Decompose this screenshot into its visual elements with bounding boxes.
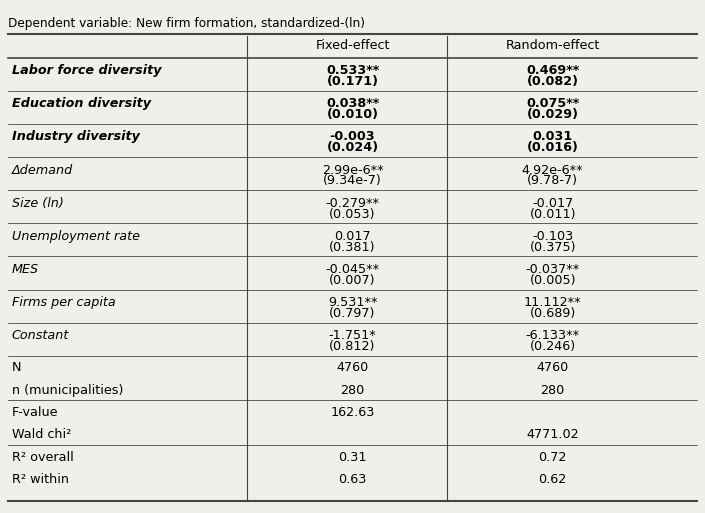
Text: 0.31: 0.31 — [338, 451, 367, 464]
Text: (0.029): (0.029) — [527, 108, 579, 121]
Text: 0.72: 0.72 — [539, 451, 567, 464]
Text: (0.797): (0.797) — [329, 307, 376, 320]
Text: -1.751*: -1.751* — [329, 329, 376, 343]
Text: -0.017: -0.017 — [532, 197, 573, 210]
Text: Firms per capita: Firms per capita — [12, 297, 116, 309]
Text: Dependent variable: New firm formation, standardized-(ln): Dependent variable: New firm formation, … — [8, 17, 365, 30]
Text: 0.62: 0.62 — [539, 473, 567, 486]
Text: MES: MES — [12, 263, 39, 276]
Text: (0.246): (0.246) — [529, 340, 576, 353]
Text: -0.103: -0.103 — [532, 230, 573, 243]
Text: Labor force diversity: Labor force diversity — [12, 64, 161, 77]
Text: 280: 280 — [541, 384, 565, 397]
Text: (0.812): (0.812) — [329, 340, 376, 353]
Text: -0.037**: -0.037** — [525, 263, 580, 276]
Text: (0.010): (0.010) — [326, 108, 379, 121]
Text: -0.279**: -0.279** — [326, 197, 379, 210]
Text: -0.045**: -0.045** — [326, 263, 379, 276]
Text: -6.133**: -6.133** — [525, 329, 580, 343]
Text: 0.533**: 0.533** — [326, 64, 379, 77]
Text: 0.075**: 0.075** — [526, 97, 580, 110]
Text: n (municipalities): n (municipalities) — [12, 384, 123, 397]
Text: 4771.02: 4771.02 — [527, 428, 579, 442]
Text: Wald chi²: Wald chi² — [12, 428, 71, 442]
Text: Size (ln): Size (ln) — [12, 197, 63, 210]
Text: 162.63: 162.63 — [331, 406, 374, 419]
Text: 0.63: 0.63 — [338, 473, 367, 486]
Text: (0.082): (0.082) — [527, 75, 579, 88]
Text: 0.038**: 0.038** — [326, 97, 379, 110]
Text: (0.689): (0.689) — [529, 307, 576, 320]
Text: 9.531**: 9.531** — [328, 297, 377, 309]
Text: (0.375): (0.375) — [529, 241, 576, 254]
Text: 4.92e-6**: 4.92e-6** — [522, 164, 584, 176]
Text: (0.053): (0.053) — [329, 208, 376, 221]
Text: (9.78-7): (9.78-7) — [527, 174, 578, 187]
Text: (0.171): (0.171) — [326, 75, 379, 88]
Text: (0.016): (0.016) — [527, 141, 579, 154]
Text: 11.112**: 11.112** — [524, 297, 582, 309]
Text: Education diversity: Education diversity — [12, 97, 151, 110]
Text: 2.99e-6**: 2.99e-6** — [321, 164, 384, 176]
Text: N: N — [12, 361, 21, 374]
Text: R² overall: R² overall — [12, 451, 73, 464]
Text: 280: 280 — [341, 384, 364, 397]
Text: F-value: F-value — [12, 406, 59, 419]
Text: (0.024): (0.024) — [326, 141, 379, 154]
Text: 0.469**: 0.469** — [526, 64, 580, 77]
Text: Random-effect: Random-effect — [505, 38, 600, 52]
Text: (0.007): (0.007) — [329, 274, 376, 287]
Text: (0.381): (0.381) — [329, 241, 376, 254]
Text: -0.003: -0.003 — [330, 130, 375, 144]
Text: Δdemand: Δdemand — [12, 164, 73, 176]
Text: Industry diversity: Industry diversity — [12, 130, 140, 144]
Text: (0.005): (0.005) — [529, 274, 576, 287]
Text: Constant: Constant — [12, 329, 69, 343]
Text: (0.011): (0.011) — [529, 208, 576, 221]
Text: (9.34e-7): (9.34e-7) — [323, 174, 382, 187]
Text: 4760: 4760 — [336, 361, 369, 374]
Text: 0.017: 0.017 — [334, 230, 371, 243]
Text: 4760: 4760 — [537, 361, 569, 374]
Text: Unemployment rate: Unemployment rate — [12, 230, 140, 243]
Text: 0.031: 0.031 — [532, 130, 572, 144]
Text: R² within: R² within — [12, 473, 69, 486]
Text: Fixed-effect: Fixed-effect — [315, 38, 390, 52]
